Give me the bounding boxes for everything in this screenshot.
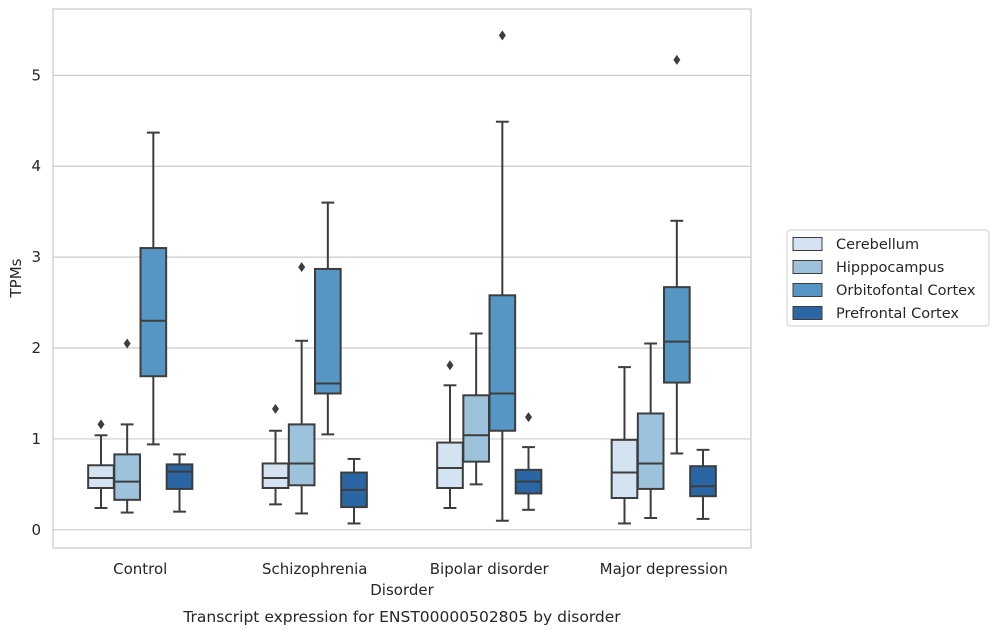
box-body xyxy=(139,247,168,378)
box xyxy=(663,54,691,455)
box-body xyxy=(436,441,464,490)
y-axis-ticks: 0 1 2 3 4 5 xyxy=(31,66,41,538)
legend-swatch xyxy=(792,260,823,274)
y-tick-label: 3 xyxy=(31,248,41,266)
box xyxy=(139,131,168,446)
outlier-point xyxy=(446,360,454,371)
outlier-point xyxy=(498,30,506,41)
legend-label: Hipppocampus xyxy=(836,260,944,276)
outlier-point xyxy=(97,419,105,430)
box-body xyxy=(689,465,717,498)
series-cerebellum xyxy=(87,360,639,525)
legend-swatch xyxy=(792,283,823,297)
legend-frame xyxy=(786,229,990,327)
x-axis-label: Disorder xyxy=(370,581,434,599)
box-groups xyxy=(87,30,717,525)
y-tick-label: 4 xyxy=(31,157,41,175)
box xyxy=(113,338,141,514)
box-body xyxy=(287,423,316,487)
box xyxy=(87,419,115,510)
box-body xyxy=(87,464,115,490)
y-tick-label: 2 xyxy=(31,339,41,357)
box-body xyxy=(636,412,665,490)
box xyxy=(436,360,464,510)
outlier-point xyxy=(525,412,533,423)
box xyxy=(514,412,543,511)
y-tick-label: 5 xyxy=(31,66,41,84)
legend-swatch xyxy=(792,237,823,251)
legend: Cerebellum Hipppocampus Orbitofontal Corte… xyxy=(786,229,990,327)
box-body xyxy=(462,394,490,463)
box xyxy=(287,262,316,515)
x-tick-label: Major depression xyxy=(600,560,728,578)
outlier-point xyxy=(123,338,131,349)
x-tick-label: Control xyxy=(113,560,167,578)
box-body xyxy=(610,438,639,500)
box-body xyxy=(488,294,517,432)
outlier-point xyxy=(298,262,306,273)
box xyxy=(261,403,290,506)
legend-item: Prefrontal Cortex xyxy=(792,306,959,322)
box-body xyxy=(165,463,194,490)
legend-swatch xyxy=(792,306,823,320)
box xyxy=(636,342,665,520)
y-axis-label: TPMs xyxy=(7,258,25,298)
series-orbitofontal-cortex xyxy=(139,30,691,522)
legend-item: Orbitofontal Cortex xyxy=(792,283,976,299)
box xyxy=(165,453,194,513)
legend-label: Cerebellum xyxy=(836,237,919,253)
y-tick-label: 1 xyxy=(31,430,41,448)
legend-item: Cerebellum xyxy=(792,237,919,253)
grid-lines xyxy=(53,74,751,531)
series-hipppocampus xyxy=(113,262,665,520)
x-tick-label: Schizophrenia xyxy=(262,560,367,578)
legend-label: Prefrontal Cortex xyxy=(836,306,959,322)
box xyxy=(488,30,517,522)
x-tick-label: Bipolar disorder xyxy=(430,560,550,578)
legend-label: Orbitofontal Cortex xyxy=(836,283,976,299)
box xyxy=(689,448,717,520)
box-body xyxy=(314,267,342,395)
chart-title: Transcript expression for ENST0000050280… xyxy=(182,608,621,626)
box xyxy=(314,201,342,436)
plot-area-frame xyxy=(52,8,752,549)
box xyxy=(340,457,368,525)
legend-item: Hipppocampus xyxy=(792,260,944,276)
outlier-point xyxy=(271,403,279,414)
box-body xyxy=(261,462,290,490)
x-axis-ticks: Control Schizophrenia Bipolar disorder Majo… xyxy=(113,560,728,578)
y-tick-label: 0 xyxy=(31,521,41,539)
box-body xyxy=(663,286,691,384)
box-body xyxy=(113,453,141,501)
outlier-point xyxy=(673,54,681,65)
legend-items: Cerebellum Hipppocampus Orbitofontal Corte… xyxy=(792,237,976,322)
series-prefrontal-cortex xyxy=(165,412,717,525)
